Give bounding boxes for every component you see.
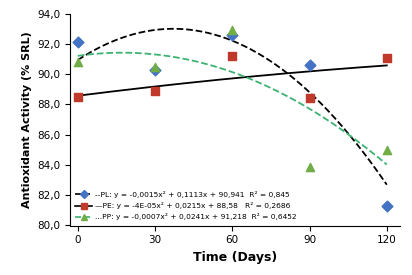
Point [306, 63, 313, 67]
Point [384, 55, 390, 60]
Point [229, 54, 236, 58]
Point [152, 89, 158, 93]
Legend: --PL: y = -0,0015x² + 0,1113x + 90,941  R² = 0,845, —PE: y = -4E-05x² + 0,0215x : --PL: y = -0,0015x² + 0,1113x + 90,941 R… [74, 189, 298, 222]
Point [384, 204, 390, 208]
Point [306, 96, 313, 101]
Point [384, 148, 390, 152]
X-axis label: Time (Days): Time (Days) [193, 251, 277, 264]
Point [152, 64, 158, 69]
Point [152, 67, 158, 72]
Point [75, 95, 81, 99]
Point [75, 60, 81, 64]
Point [306, 164, 313, 169]
Point [75, 40, 81, 45]
Point [229, 33, 236, 37]
Point [229, 28, 236, 32]
Y-axis label: Antioxidant Activity (% SRL): Antioxidant Activity (% SRL) [22, 31, 32, 208]
